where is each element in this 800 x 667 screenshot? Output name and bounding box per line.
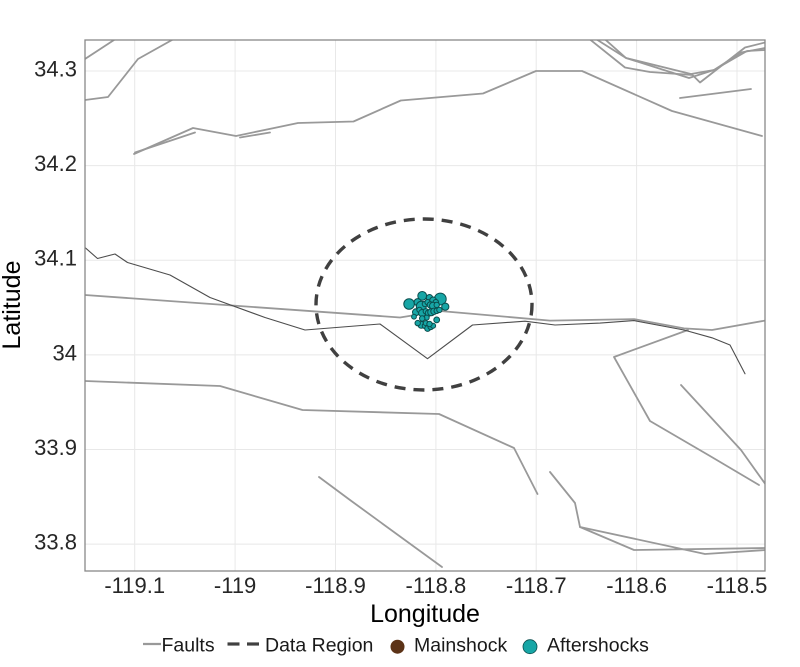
svg-text:Aftershocks: Aftershocks: [547, 635, 649, 657]
svg-text:Mainshock: Mainshock: [414, 635, 507, 657]
svg-text:-118.9: -118.9: [305, 573, 366, 598]
svg-text:34.3: 34.3: [34, 57, 77, 82]
svg-text:-119: -119: [214, 573, 256, 598]
svg-text:34.1: 34.1: [34, 246, 77, 271]
svg-text:-118.5: -118.5: [707, 573, 768, 598]
svg-text:-118.8: -118.8: [406, 573, 467, 598]
svg-text:34.2: 34.2: [34, 151, 77, 176]
svg-text:Faults: Faults: [162, 635, 215, 657]
svg-text:-118.7: -118.7: [506, 573, 567, 598]
svg-text:-119.1: -119.1: [104, 573, 165, 598]
svg-text:33.9: 33.9: [34, 435, 77, 460]
svg-text:33.8: 33.8: [34, 530, 77, 555]
svg-text:Longitude: Longitude: [370, 600, 480, 628]
svg-text:Latitude: Latitude: [0, 261, 26, 350]
svg-text:34: 34: [53, 340, 77, 365]
svg-text:-118.6: -118.6: [606, 573, 667, 598]
svg-text:Data Region: Data Region: [265, 635, 373, 657]
